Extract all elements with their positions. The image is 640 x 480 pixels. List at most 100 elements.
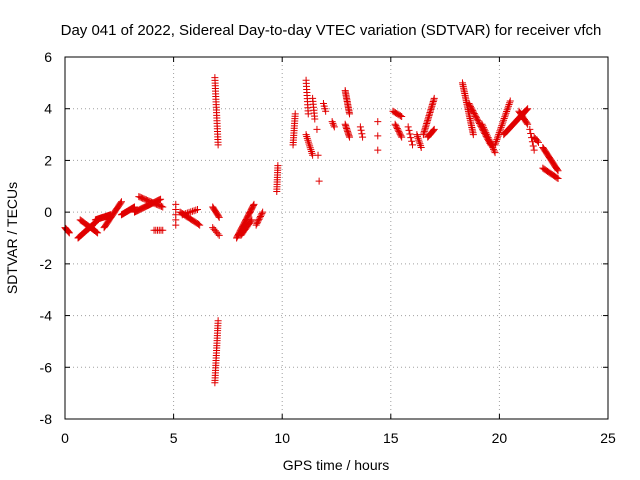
x-axis-label: GPS time / hours bbox=[283, 457, 390, 473]
data-point bbox=[504, 104, 512, 112]
data-point bbox=[65, 228, 73, 236]
data-point bbox=[346, 133, 354, 141]
data-point bbox=[304, 138, 312, 146]
data-point bbox=[255, 215, 263, 223]
data-point bbox=[322, 107, 330, 115]
data-point bbox=[311, 115, 319, 123]
data-point bbox=[506, 99, 514, 107]
data-point bbox=[492, 139, 500, 147]
data-point bbox=[465, 100, 473, 108]
data-point bbox=[523, 106, 531, 114]
data-point bbox=[529, 142, 537, 150]
data-point bbox=[374, 146, 382, 154]
y-tick-label: -2 bbox=[40, 256, 53, 272]
data-point bbox=[392, 122, 400, 130]
data-point bbox=[502, 109, 510, 117]
data-point bbox=[330, 121, 338, 129]
y-tick-label: 6 bbox=[44, 49, 52, 65]
data-point bbox=[503, 108, 511, 116]
data-point bbox=[414, 134, 422, 142]
data-point bbox=[254, 217, 262, 225]
data-point bbox=[486, 137, 494, 145]
data-point bbox=[468, 105, 476, 113]
grid-lines bbox=[65, 57, 608, 419]
data-point bbox=[359, 133, 367, 141]
data-point bbox=[498, 122, 506, 130]
data-point bbox=[470, 110, 478, 118]
data-point bbox=[494, 132, 502, 140]
data-point bbox=[192, 206, 200, 214]
data-point bbox=[307, 147, 315, 155]
data-point bbox=[64, 227, 72, 235]
data-point bbox=[356, 123, 364, 131]
data-point bbox=[417, 142, 425, 150]
data-point bbox=[183, 209, 191, 217]
data-point bbox=[330, 123, 338, 131]
data-point bbox=[395, 129, 403, 137]
data-point bbox=[478, 120, 486, 128]
data-point bbox=[305, 140, 313, 148]
data-point bbox=[484, 134, 492, 142]
data-point bbox=[501, 113, 509, 121]
y-tick-label: 0 bbox=[44, 204, 52, 220]
data-point bbox=[180, 210, 188, 218]
data-point bbox=[500, 115, 508, 123]
data-point bbox=[302, 131, 310, 139]
data-point bbox=[315, 177, 323, 185]
y-axis-label: SDTVAR / TECUs bbox=[4, 182, 20, 294]
data-point bbox=[481, 127, 489, 135]
data-point bbox=[157, 195, 165, 203]
data-point bbox=[493, 134, 501, 142]
data-point bbox=[554, 167, 562, 175]
data-point bbox=[172, 221, 180, 229]
data-point bbox=[256, 214, 264, 222]
data-point bbox=[391, 120, 399, 128]
data-point bbox=[394, 126, 402, 134]
data-point bbox=[314, 151, 322, 159]
data-point bbox=[396, 112, 404, 120]
data-point bbox=[413, 132, 421, 140]
data-point bbox=[486, 139, 494, 147]
data-point bbox=[524, 105, 532, 113]
data-point bbox=[474, 117, 482, 125]
data-point bbox=[479, 122, 487, 130]
data-point bbox=[374, 118, 382, 126]
data-point bbox=[398, 112, 406, 120]
data-point bbox=[117, 199, 125, 207]
chart-title: Day 041 of 2022, Sidereal Day-to-day VTE… bbox=[61, 22, 602, 39]
data-point bbox=[196, 221, 204, 229]
data-point bbox=[94, 229, 102, 237]
data-point bbox=[483, 130, 491, 138]
data-point bbox=[553, 166, 561, 174]
data-point bbox=[522, 106, 530, 114]
y-tick-label: -6 bbox=[40, 359, 53, 375]
data-point bbox=[505, 100, 513, 108]
data-point bbox=[504, 102, 512, 110]
data-point bbox=[553, 174, 561, 182]
data-point bbox=[534, 138, 542, 146]
data-point bbox=[488, 142, 496, 150]
data-point bbox=[526, 125, 534, 133]
data-point bbox=[491, 141, 499, 149]
data-point bbox=[408, 137, 416, 145]
data-point bbox=[469, 107, 477, 115]
data-point bbox=[178, 211, 186, 219]
data-point bbox=[430, 94, 438, 102]
data-point bbox=[467, 104, 475, 112]
data-point bbox=[487, 140, 495, 148]
data-point bbox=[250, 200, 258, 208]
data-point bbox=[291, 110, 299, 118]
data-point bbox=[190, 207, 198, 215]
data-point bbox=[313, 125, 321, 133]
data-point bbox=[430, 126, 438, 134]
data-point bbox=[530, 146, 538, 154]
data-point bbox=[91, 219, 99, 227]
data-point bbox=[406, 130, 414, 138]
data-point bbox=[492, 137, 500, 145]
x-tick-label: 15 bbox=[383, 430, 399, 446]
data-points bbox=[61, 74, 562, 387]
data-point bbox=[409, 141, 417, 149]
data-point bbox=[500, 116, 508, 124]
data-point bbox=[493, 136, 501, 144]
